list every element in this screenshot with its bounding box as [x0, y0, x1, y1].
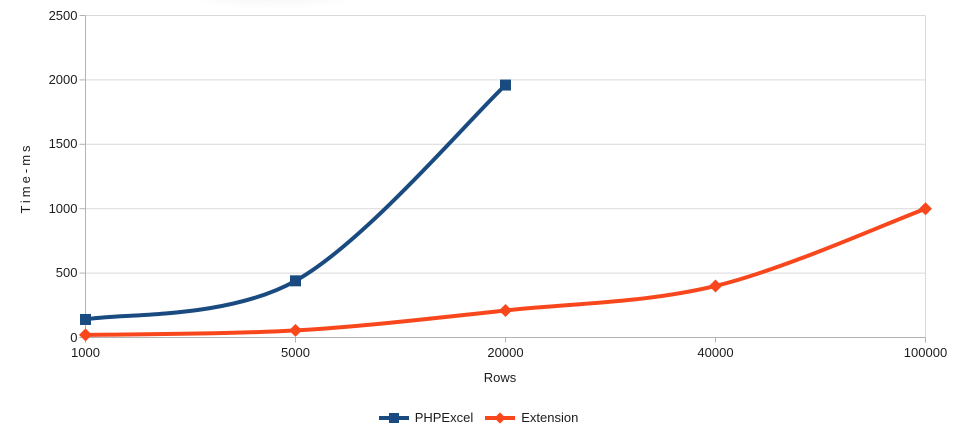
y-tick-label-0: 0	[70, 329, 78, 345]
x-tick-label-40000: 40000	[697, 345, 734, 360]
legend: PHPExcel Extension	[0, 409, 957, 426]
data-point-diamond-extension-1	[289, 323, 302, 337]
x-tick-label-100000: 100000	[903, 345, 948, 360]
legend-label-phpexcel: PHPExcel	[414, 409, 474, 425]
data-point-diamond-extension-3	[709, 279, 722, 293]
data-point-square-phpexcel-0	[80, 313, 91, 325]
y-tick-label-2500: 2500	[48, 7, 78, 23]
legend-item-extension: Extension	[485, 410, 578, 426]
x-tick-label-20000: 20000	[487, 345, 524, 360]
data-point-square-phpexcel-2	[500, 79, 511, 91]
legend-item-phpexcel: PHPExcel	[378, 409, 474, 426]
data-point-square-phpexcel-1	[290, 275, 301, 287]
x-tick-label-1000: 1000	[71, 345, 100, 360]
y-axis-title: Time-ms	[18, 142, 33, 214]
extension-line-diamond-swatch	[485, 411, 516, 424]
legend-label-extension: Extension	[521, 409, 579, 425]
y-tick-label-1000: 1000	[48, 200, 78, 216]
data-point-diamond-extension-4	[919, 202, 932, 216]
x-axis-title: Rows	[483, 370, 517, 385]
y-tick-label-1500: 1500	[48, 136, 78, 152]
data-point-diamond-extension-2	[499, 303, 512, 317]
y-tick-label-2000: 2000	[48, 71, 78, 87]
phpexcel-line-square-swatch	[378, 411, 409, 424]
series-line-phpexcel	[83, 83, 508, 322]
y-tick-label-500: 500	[55, 265, 78, 281]
data-point-diamond-extension-0	[79, 328, 92, 342]
x-tick-label-5000: 5000	[281, 345, 310, 360]
